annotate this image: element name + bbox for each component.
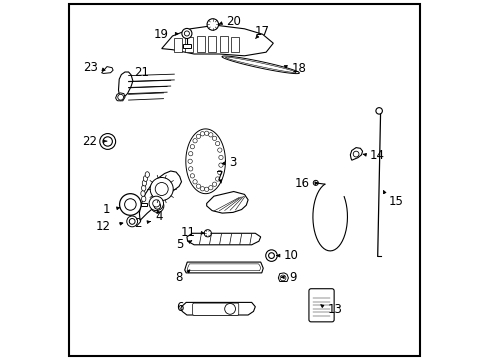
Polygon shape (181, 302, 255, 315)
Ellipse shape (145, 172, 149, 177)
Circle shape (215, 141, 219, 146)
Circle shape (200, 132, 204, 136)
Circle shape (124, 199, 136, 210)
Circle shape (218, 163, 223, 167)
Circle shape (118, 94, 123, 100)
Text: 23: 23 (82, 61, 98, 74)
Circle shape (224, 303, 235, 314)
Text: 9: 9 (288, 271, 296, 284)
Circle shape (149, 196, 163, 211)
Text: 5: 5 (176, 238, 183, 251)
Polygon shape (118, 72, 133, 101)
Bar (185, 37, 193, 52)
Circle shape (152, 200, 160, 207)
Polygon shape (184, 262, 263, 273)
Circle shape (188, 152, 192, 156)
Circle shape (208, 185, 213, 190)
Circle shape (215, 177, 219, 181)
Circle shape (196, 134, 200, 139)
Circle shape (206, 19, 218, 30)
FancyBboxPatch shape (192, 303, 238, 315)
Circle shape (217, 170, 222, 175)
Text: 18: 18 (291, 62, 306, 75)
Circle shape (187, 159, 192, 163)
Circle shape (212, 136, 216, 140)
Text: 6: 6 (176, 301, 183, 314)
Circle shape (188, 167, 192, 171)
Polygon shape (186, 233, 260, 245)
Text: 16: 16 (294, 177, 309, 190)
Polygon shape (349, 148, 362, 160)
Circle shape (129, 219, 135, 224)
Circle shape (352, 151, 358, 157)
Circle shape (184, 31, 189, 36)
Ellipse shape (142, 180, 146, 186)
Text: 13: 13 (326, 303, 342, 316)
Text: 8: 8 (175, 271, 182, 284)
Text: 7: 7 (216, 170, 224, 183)
Text: 21: 21 (134, 66, 149, 78)
Circle shape (204, 131, 208, 135)
Text: 10: 10 (283, 249, 298, 262)
Text: 12: 12 (95, 220, 110, 233)
Circle shape (204, 230, 211, 237)
Text: 4: 4 (155, 210, 162, 222)
Circle shape (204, 187, 208, 192)
Text: 1: 1 (103, 203, 110, 216)
Polygon shape (115, 93, 125, 101)
Bar (208, 36, 216, 52)
Bar (183, 44, 190, 48)
Bar (141, 203, 146, 206)
Ellipse shape (141, 191, 145, 197)
Text: 11: 11 (180, 226, 195, 239)
Text: 2: 2 (133, 217, 141, 230)
Circle shape (120, 194, 141, 215)
Polygon shape (162, 25, 273, 56)
Text: 19: 19 (153, 28, 168, 41)
Circle shape (103, 137, 112, 146)
Circle shape (151, 199, 163, 212)
Text: 22: 22 (82, 135, 98, 148)
Circle shape (190, 174, 194, 178)
Text: 15: 15 (387, 195, 403, 208)
Ellipse shape (141, 196, 145, 202)
Circle shape (208, 133, 213, 137)
Circle shape (182, 28, 192, 39)
Text: 14: 14 (369, 149, 384, 162)
Circle shape (217, 148, 222, 152)
Text: 17: 17 (254, 25, 269, 38)
Polygon shape (222, 56, 299, 73)
Polygon shape (206, 192, 247, 213)
Circle shape (192, 139, 197, 143)
Polygon shape (102, 67, 113, 73)
Bar (174, 38, 182, 52)
Circle shape (265, 250, 277, 261)
Bar (230, 37, 238, 52)
Circle shape (150, 177, 173, 201)
Circle shape (280, 275, 285, 281)
Text: 20: 20 (225, 15, 240, 28)
Circle shape (192, 180, 197, 184)
Circle shape (196, 184, 200, 188)
Circle shape (375, 108, 382, 114)
Polygon shape (278, 273, 288, 282)
Circle shape (190, 144, 194, 149)
Bar (197, 36, 204, 52)
Circle shape (200, 186, 204, 191)
Circle shape (154, 203, 160, 209)
Polygon shape (139, 171, 181, 220)
Polygon shape (187, 264, 260, 271)
Bar (220, 36, 228, 52)
Circle shape (268, 253, 274, 258)
Circle shape (126, 216, 137, 227)
Ellipse shape (143, 176, 147, 181)
FancyBboxPatch shape (308, 289, 333, 322)
Circle shape (100, 134, 115, 149)
Circle shape (218, 155, 223, 159)
Text: 3: 3 (229, 156, 236, 169)
Circle shape (155, 183, 168, 195)
Ellipse shape (141, 185, 145, 191)
Circle shape (212, 182, 216, 186)
Circle shape (313, 180, 318, 185)
